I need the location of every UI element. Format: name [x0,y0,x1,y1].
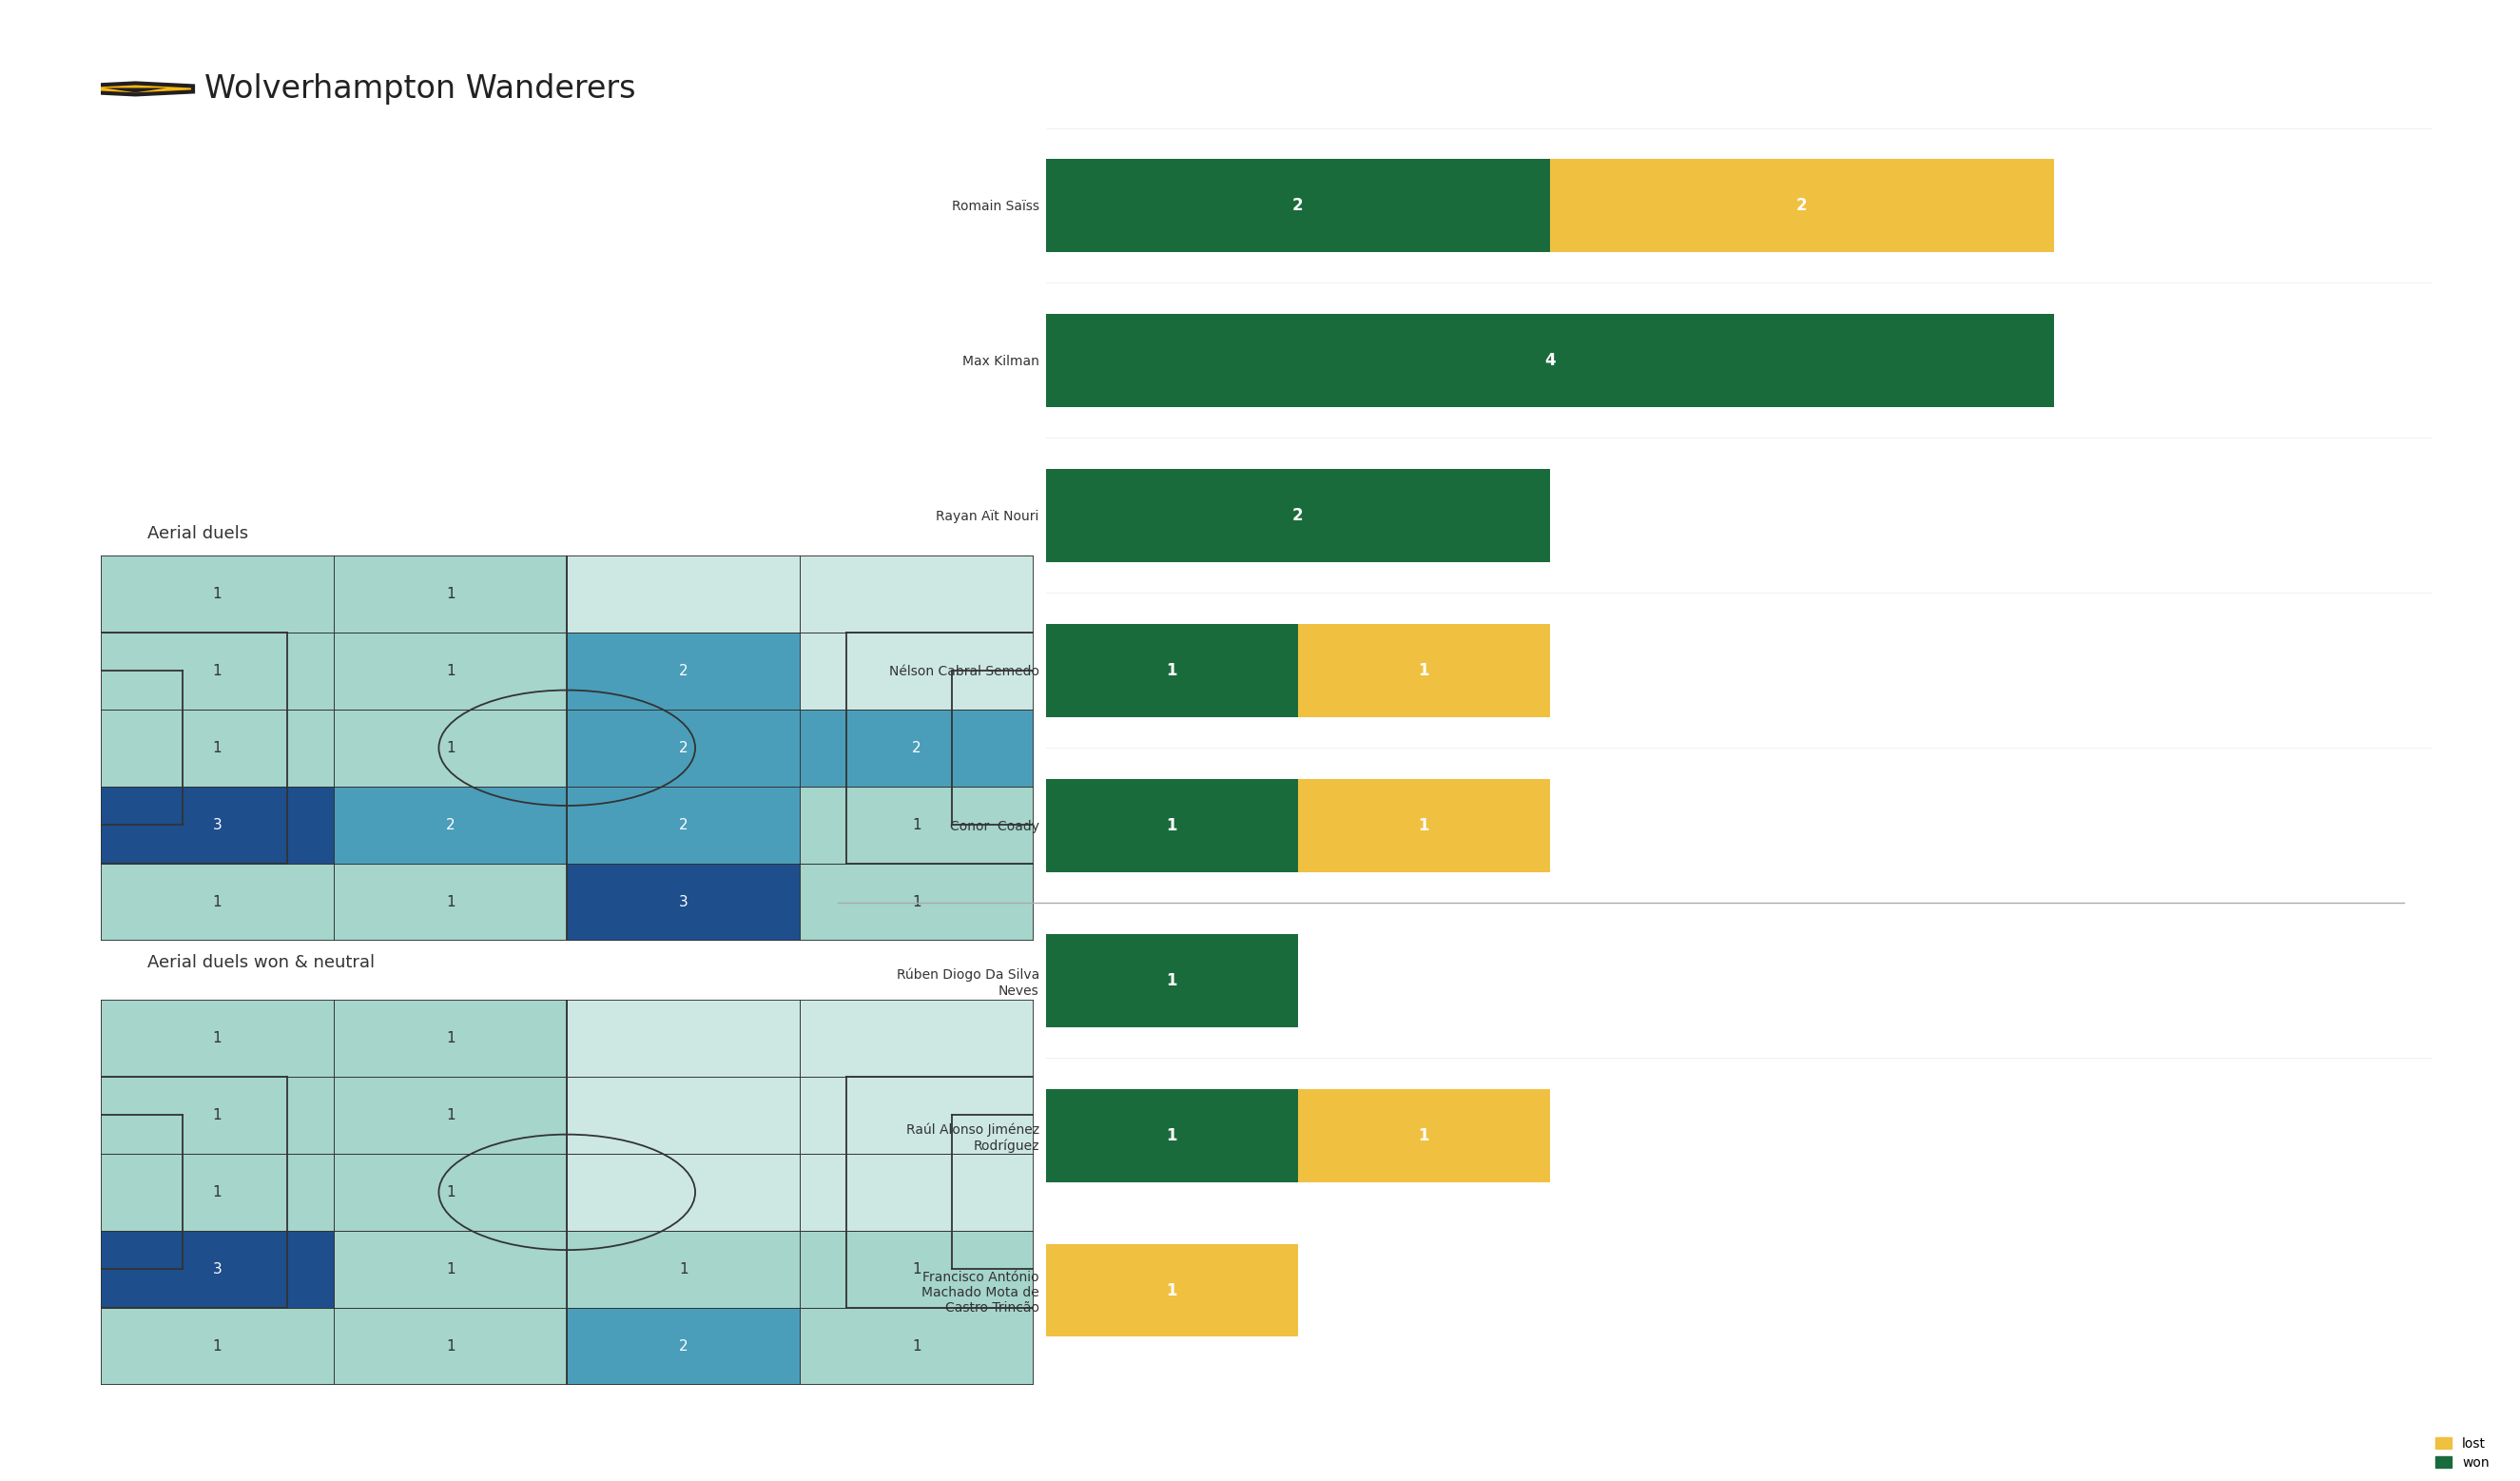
Bar [101,1231,333,1308]
Text: 1: 1 [212,586,222,601]
Text: Aerial duels won & neutral: Aerial duels won & neutral [146,954,375,972]
Text: 1: 1 [1419,818,1429,834]
Text: 1: 1 [446,663,456,678]
Bar [1046,469,1550,561]
Bar [333,1231,567,1308]
Text: 1: 1 [1167,972,1177,989]
Bar [101,786,333,863]
Text: 1: 1 [446,895,456,909]
Bar [567,863,801,940]
Bar [567,1154,801,1231]
Bar [801,1154,1033,1231]
Text: 2: 2 [678,818,688,832]
Text: 1: 1 [912,1262,922,1277]
Bar [1046,624,1298,717]
Text: 1: 1 [446,586,456,601]
Bar [1046,935,1298,1026]
Bar [333,709,567,786]
Bar [1550,158,2054,252]
Bar [333,1154,567,1231]
Text: 1: 1 [446,1108,456,1123]
Text: 1: 1 [446,1339,456,1354]
Text: 3: 3 [212,818,222,832]
Bar [333,1308,567,1385]
Bar [333,1000,567,1077]
Bar [567,1077,801,1154]
Bar [801,555,1033,632]
Bar [801,709,1033,786]
Text: 4: 4 [1545,352,1555,369]
Text: 2: 2 [1293,507,1303,524]
Bar [1046,779,1298,872]
Text: 1: 1 [678,1262,688,1277]
Text: 2: 2 [678,663,688,678]
Text: 2: 2 [446,818,456,832]
Bar [333,863,567,940]
Text: 1: 1 [212,663,222,678]
Bar [567,1308,801,1385]
Text: 2: 2 [1797,197,1807,215]
Bar [101,863,333,940]
Bar [333,1077,567,1154]
Text: 1: 1 [446,1031,456,1046]
Bar [333,555,567,632]
Bar [567,555,801,632]
Text: 1: 1 [1167,662,1177,678]
Text: 1: 1 [1419,662,1429,678]
Text: 2: 2 [678,1339,688,1354]
Text: 1: 1 [912,818,922,832]
Text: 2: 2 [1293,197,1303,215]
Text: Wolverhampton Wanderers: Wolverhampton Wanderers [204,73,635,105]
Text: 3: 3 [212,1262,222,1277]
Bar [567,786,801,863]
Text: 2: 2 [912,740,922,755]
Text: 1: 1 [212,1108,222,1123]
Text: 1: 1 [1167,1281,1177,1299]
Bar [1046,314,2054,407]
Text: Aerial duels: Aerial duels [146,524,249,542]
Bar [101,1154,333,1231]
Bar [101,1308,333,1385]
Text: 1: 1 [1167,818,1177,834]
Bar [1046,158,1550,252]
Bar [1298,779,1550,872]
Text: 3: 3 [678,895,688,909]
Text: 1: 1 [446,1185,456,1200]
Bar [801,1077,1033,1154]
Text: 1: 1 [446,740,456,755]
Bar [1298,624,1550,717]
Bar [101,1077,333,1154]
Bar [567,632,801,709]
Text: 1: 1 [212,1185,222,1200]
Bar [1298,1089,1550,1182]
Bar [1046,1089,1298,1182]
Text: 1: 1 [212,895,222,909]
Bar [801,632,1033,709]
Text: 1: 1 [212,1031,222,1046]
Bar [801,1231,1033,1308]
Text: 1: 1 [212,740,222,755]
Bar [1046,1244,1298,1337]
Text: 1: 1 [212,1339,222,1354]
Bar [567,1231,801,1308]
Bar [801,1000,1033,1077]
Bar [101,632,333,709]
Text: 1: 1 [1167,1127,1177,1143]
Bar [567,709,801,786]
Text: 1: 1 [912,895,922,909]
Bar [801,786,1033,863]
Text: 2: 2 [678,740,688,755]
Bar [101,1000,333,1077]
Legend: lost, won: lost, won [2429,1432,2495,1475]
Bar [567,1000,801,1077]
Text: 1: 1 [1419,1127,1429,1143]
Bar [801,1308,1033,1385]
Text: 1: 1 [912,1339,922,1354]
Text: 1: 1 [446,1262,456,1277]
Bar [101,709,333,786]
Bar [801,863,1033,940]
Bar [333,632,567,709]
Bar [333,786,567,863]
Bar [101,555,333,632]
